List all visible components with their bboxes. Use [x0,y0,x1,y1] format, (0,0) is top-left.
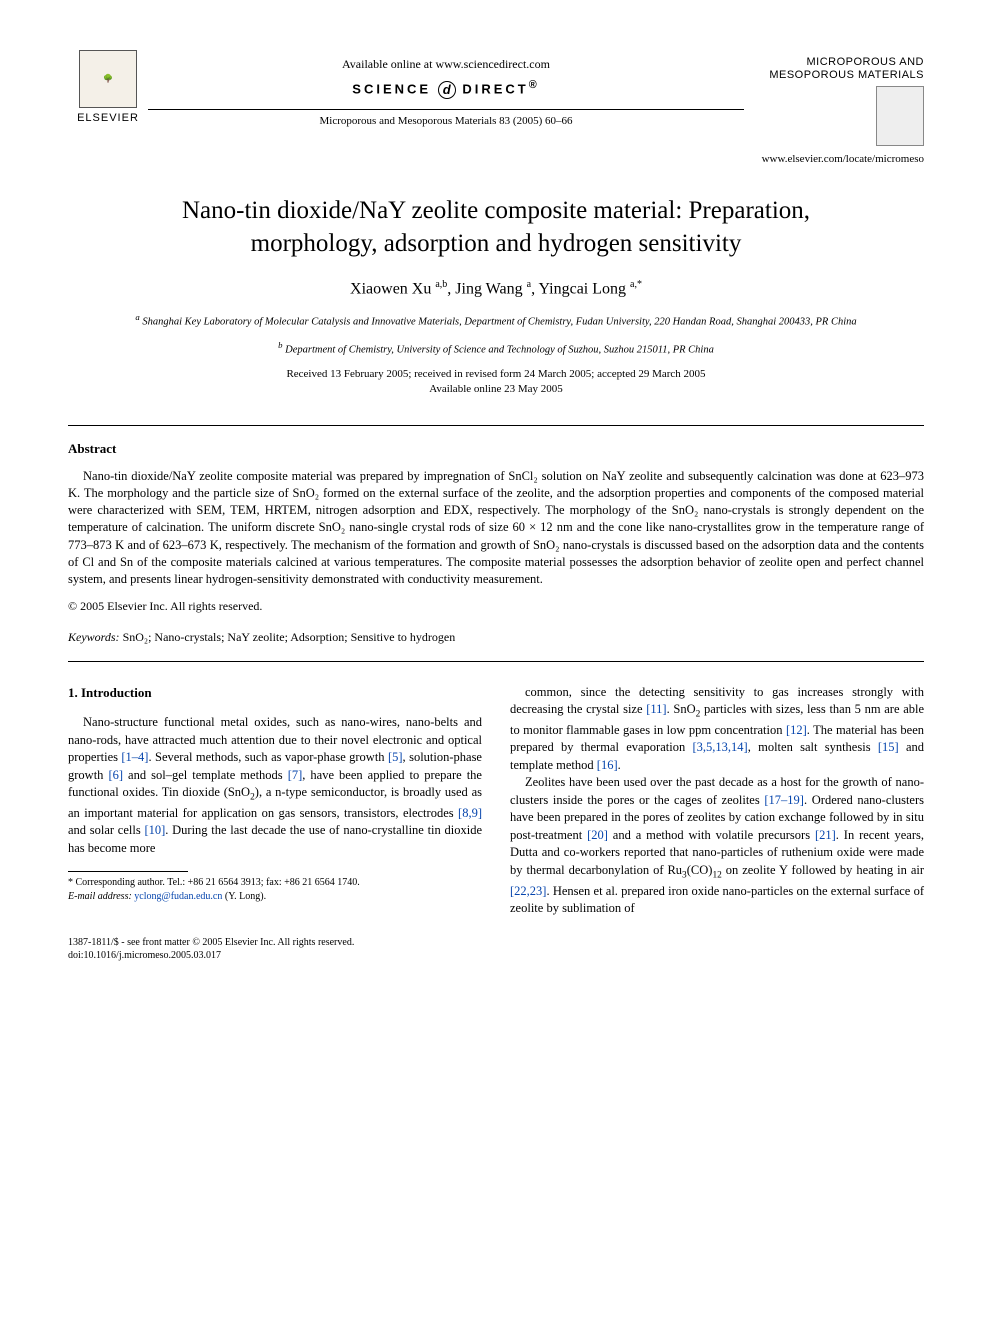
section-1-heading: 1. Introduction [68,684,482,702]
ref-link[interactable]: [12] [786,723,807,737]
article-dates: Received 13 February 2005; received in r… [68,367,924,397]
ref-link[interactable]: [1–4] [121,750,148,764]
article-title: Nano-tin dioxide/NaY zeolite composite m… [118,195,874,260]
corresponding-text: * Corresponding author. Tel.: +86 21 656… [68,876,482,890]
affiliation-a: a Shanghai Key Laboratory of Molecular C… [128,312,864,330]
intro-paragraph-left: Nano-structure functional metal oxides, … [68,714,482,857]
abstract-body: Nano-tin dioxide/NaY zeolite composite m… [68,468,924,589]
intro-paragraph-right-2: Zeolites have been used over the past de… [510,774,924,917]
affiliation-b-text: Department of Chemistry, University of S… [285,344,714,355]
keywords-line: Keywords: SnO₂; Nano-crystals; NaY zeoli… [68,629,924,645]
elsevier-logo-block: 🌳 ELSEVIER [68,50,148,126]
affiliation-a-text: Shanghai Key Laboratory of Molecular Cat… [142,317,856,328]
journal-branding: MICROPOROUS AND MESOPOROUS MATERIALS [744,50,924,146]
author-list: Xiaowen Xu a,b, Jing Wang a, Yingcai Lon… [68,278,924,300]
ref-link[interactable]: [7] [288,768,303,782]
journal-name-line2: MESOPOROUS MATERIALS [744,69,924,82]
ref-link[interactable]: [22,23] [510,884,546,898]
abstract-text: Nano-tin dioxide/NaY zeolite composite m… [68,468,924,589]
elsevier-tree-icon: 🌳 [79,50,137,108]
ref-link[interactable]: [20] [587,828,608,842]
journal-locate-url: www.elsevier.com/locate/micromeso [68,152,924,167]
received-dates: Received 13 February 2005; received in r… [68,367,924,382]
ref-link[interactable]: [11] [646,702,666,716]
online-date: Available online 23 May 2005 [68,382,924,397]
ref-link[interactable]: [10] [144,823,165,837]
ref-link[interactable]: [16] [597,758,618,772]
elsevier-name: ELSEVIER [77,111,139,126]
footnote-rule [68,871,188,872]
issn-line: 1387-1811/$ - see front matter © 2005 El… [68,936,924,950]
available-online-text: Available online at www.sciencedirect.co… [148,56,744,72]
journal-name-line1: MICROPOROUS AND [744,56,924,69]
journal-cover-thumbnail [876,86,924,146]
abstract-bottom-rule [68,661,924,662]
abstract-top-rule [68,425,924,426]
ref-link[interactable]: [17–19] [764,793,804,807]
header-center: Available online at www.sciencedirect.co… [148,50,744,129]
ref-link[interactable]: [15] [878,740,899,754]
intro-paragraph-right-1: common, since the detecting sensitivity … [510,684,924,775]
abstract-copyright: © 2005 Elsevier Inc. All rights reserved… [68,598,924,614]
header-rule [148,109,744,110]
sciencedirect-logo: SCIENCE d DIRECT® [148,78,744,99]
right-column: common, since the detecting sensitivity … [510,684,924,918]
ref-link[interactable]: [8,9] [458,806,482,820]
email-line: E-mail address: yclong@fudan.edu.cn (Y. … [68,890,482,904]
ref-link[interactable]: [5] [388,750,403,764]
sciencedirect-d-icon: d [438,81,456,99]
abstract-heading: Abstract [68,440,924,458]
page-footer: 1387-1811/$ - see front matter © 2005 El… [68,936,924,963]
keywords-label: Keywords: [68,630,120,644]
body-columns: 1. Introduction Nano-structure functiona… [68,684,924,918]
journal-reference: Microporous and Mesoporous Materials 83 … [148,114,744,129]
left-column: 1. Introduction Nano-structure functiona… [68,684,482,918]
corresponding-author-footnote: * Corresponding author. Tel.: +86 21 656… [68,876,482,903]
page-header: 🌳 ELSEVIER Available online at www.scien… [68,50,924,146]
ref-link[interactable]: [21] [815,828,836,842]
ref-link[interactable]: [6] [108,768,123,782]
ref-link[interactable]: [3,5,13,14] [693,740,748,754]
keywords-text: SnO₂; Nano-crystals; NaY zeolite; Adsorp… [123,630,456,644]
affiliation-b: b Department of Chemistry, University of… [128,340,864,358]
email-label: E-mail address: [68,891,132,902]
author-email-link[interactable]: yclong@fudan.edu.cn [134,891,222,902]
doi-line: doi:10.1016/j.micromeso.2005.03.017 [68,949,924,963]
email-name: (Y. Long). [225,891,266,902]
